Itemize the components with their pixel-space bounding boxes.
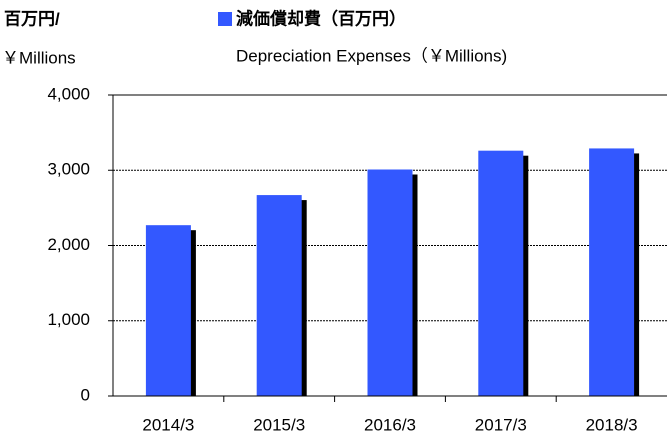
legend-label: 減価償却費（百万円） xyxy=(236,8,406,28)
bar xyxy=(589,148,635,396)
y-tick-label: 3,000 xyxy=(47,160,90,179)
x-tick-label: 2017/3 xyxy=(475,415,527,434)
x-tick-label: 2018/3 xyxy=(586,415,638,434)
y-tick-label: 0 xyxy=(81,385,90,404)
legend-label: Depreciation Expenses（￥Millions) xyxy=(236,46,507,65)
y-unit-label: 百万円/ xyxy=(4,9,60,28)
bar xyxy=(145,225,191,396)
y-unit-label: ￥Millions xyxy=(2,48,76,67)
y-tick-label: 1,000 xyxy=(47,310,90,329)
x-tick-label: 2016/3 xyxy=(364,415,416,434)
legend-swatch xyxy=(218,12,232,26)
bar xyxy=(256,195,302,396)
x-tick-label: 2014/3 xyxy=(142,415,194,434)
x-tick-label: 2015/3 xyxy=(253,415,305,434)
bar xyxy=(478,150,524,396)
bar xyxy=(367,169,413,396)
y-tick-label: 4,000 xyxy=(47,84,90,103)
y-tick-label: 2,000 xyxy=(47,235,90,254)
